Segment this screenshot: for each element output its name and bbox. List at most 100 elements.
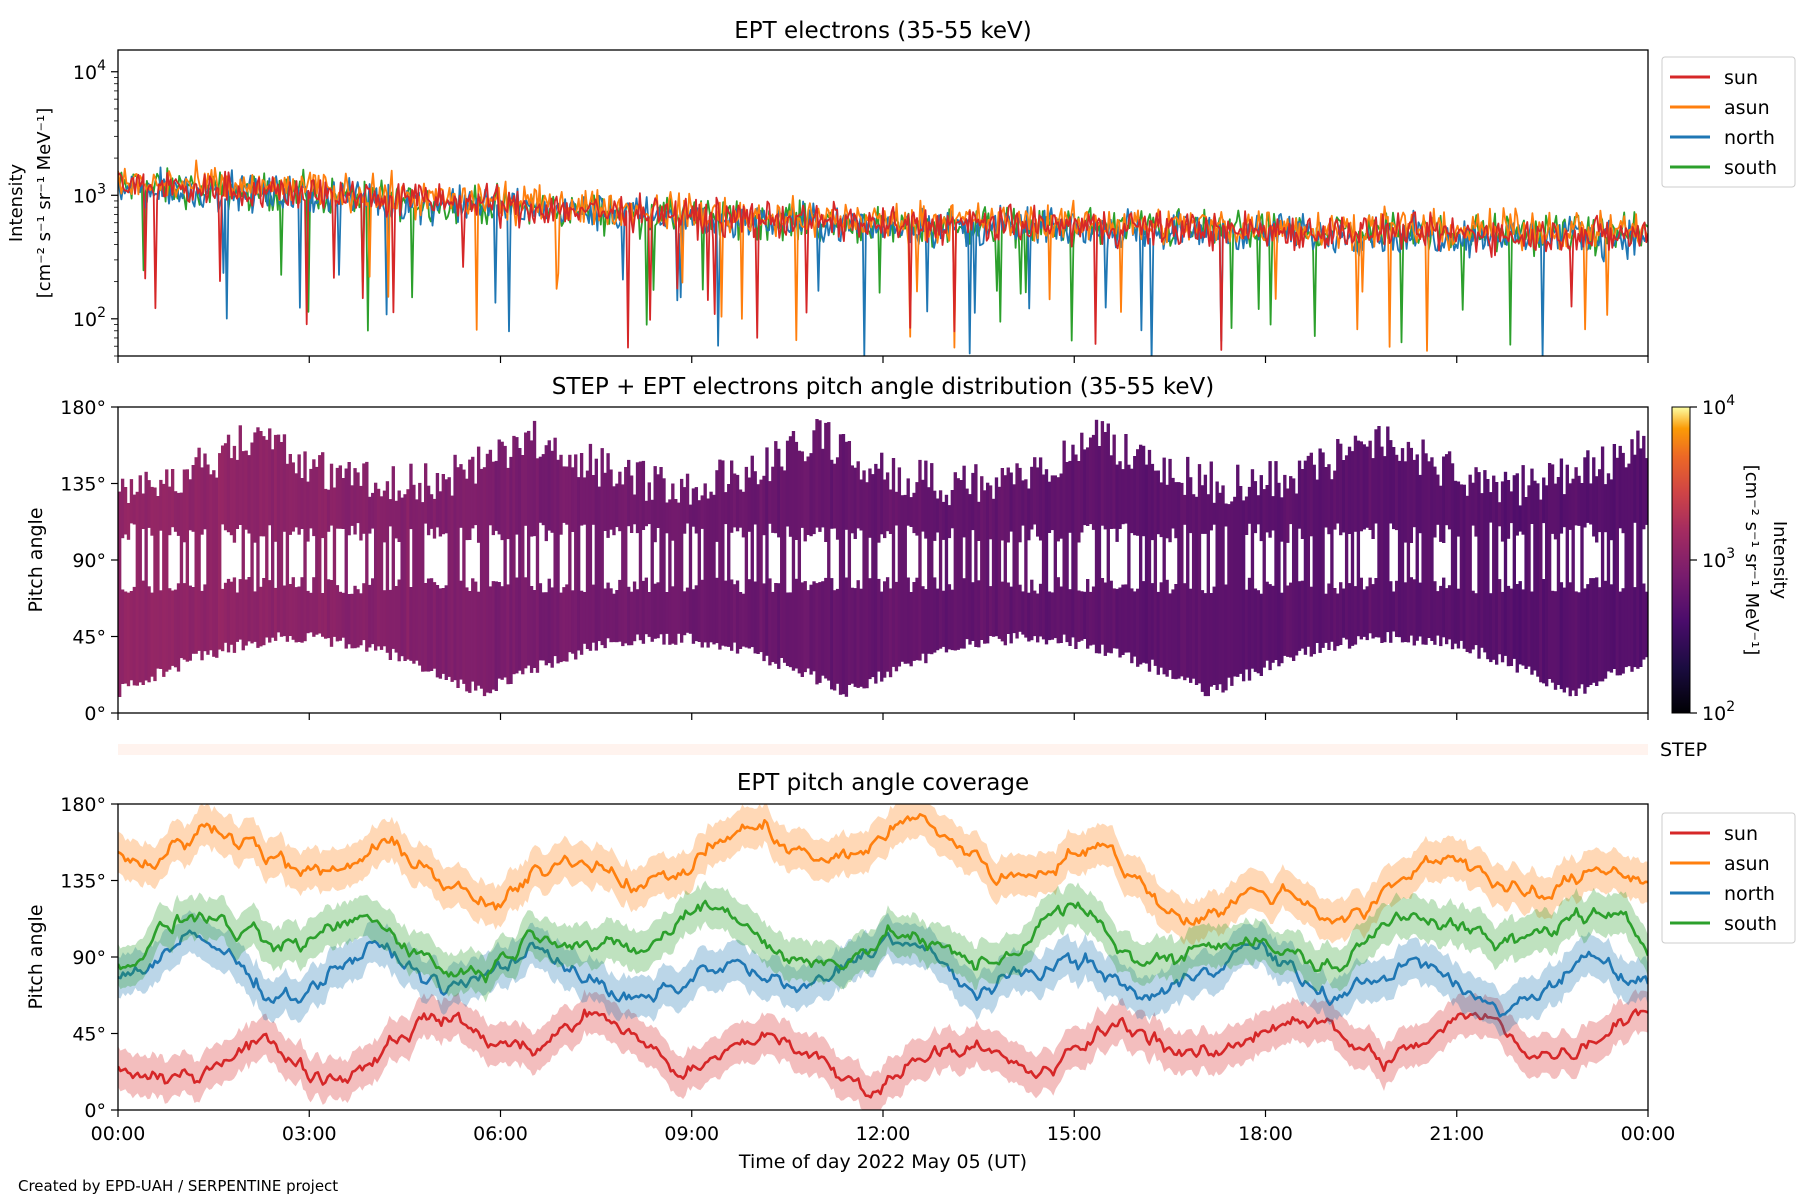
pad-heatmap-column (1545, 485, 1549, 687)
pad-heatmap-column (215, 477, 219, 658)
pad-heatmap-column (912, 582, 916, 661)
pad-heatmap-column (933, 577, 937, 653)
pad-heatmap-column (1459, 484, 1464, 641)
pad-heatmap-column (653, 583, 657, 639)
pad-heatmap-column (818, 582, 822, 683)
pad-heatmap-column (1280, 497, 1284, 542)
pad-heatmap-column (438, 491, 443, 537)
pad-heatmap-column (1642, 583, 1646, 660)
pad-heatmap-column (1595, 577, 1599, 686)
pad-heatmap-column (535, 458, 540, 673)
pad-heatmap-column (1456, 481, 1461, 537)
pad-heatmap-column (238, 425, 242, 525)
pad-heatmap-column (679, 478, 684, 643)
pad-heatmap-column (329, 580, 334, 647)
intensity-panel: EPT electrons (35-55 keV) 102 103 104 Inte… (6, 18, 1796, 363)
pad-heatmap-column (341, 478, 345, 529)
pad-heatmap-column (1071, 444, 1075, 638)
pad-heatmap-column (1015, 463, 1019, 639)
pad-heatmap-column (1159, 482, 1163, 538)
pad-heatmap-column (700, 495, 704, 529)
pad-heatmap-column (347, 594, 351, 645)
pad-heatmap-column (644, 577, 649, 635)
pad-heatmap-column (276, 434, 281, 633)
pad-heatmap-column (371, 578, 375, 645)
intensity-legend-label-asun: asun (1724, 97, 1770, 119)
pad-heatmap-column (1553, 483, 1558, 540)
pad-heatmap-column (712, 494, 716, 645)
pad-heatmap-column (1100, 421, 1105, 526)
pad-heatmap-column (1409, 577, 1414, 636)
pad-heatmap-column (191, 587, 195, 654)
pad-heatmap-column (212, 470, 216, 657)
pad-heatmap-column (1233, 496, 1237, 677)
pad-heatmap-column (1080, 432, 1084, 533)
pad-heatmap-column (182, 583, 187, 660)
pad-heatmap-column (1118, 461, 1122, 529)
pad-heatmap-column (1550, 590, 1555, 683)
pad-heatmap-column (568, 454, 572, 653)
pad-heatmap-column (397, 490, 401, 542)
pad-heatmap-column (1347, 446, 1352, 534)
pad-heatmap-column (232, 445, 237, 543)
pad-heatmap-column (1412, 459, 1416, 528)
pad-heatmap-column (1156, 470, 1160, 535)
pad-heatmap-column (753, 471, 757, 525)
pad-heatmap-column (1200, 485, 1205, 534)
pad-heatmap-column (1430, 457, 1434, 641)
pad-heatmap-column (197, 447, 201, 651)
pad-heatmap-column (1115, 588, 1119, 649)
coverage-ytick-label: 180° (60, 794, 106, 816)
pad-heatmap-column (185, 469, 190, 662)
pad-heatmap-column (247, 577, 251, 642)
pad-heatmap-column (1362, 444, 1366, 530)
intensity-panel-frame (117, 49, 1649, 357)
pad-heatmap-column (138, 475, 142, 683)
pad-heatmap-column (930, 463, 934, 655)
pad-heatmap-column (818, 420, 822, 532)
pad-heatmap-column (980, 476, 984, 640)
pad-heatmap-column (1406, 441, 1411, 643)
pad-heatmap-column (223, 443, 228, 531)
pad-heatmap-column (288, 454, 292, 535)
pad-heatmap-column (529, 440, 534, 537)
pad-heatmap-column (1574, 591, 1578, 696)
pad-heatmap-column (724, 580, 728, 647)
pad-heatmap-column (762, 583, 766, 662)
pad-heatmap-column (635, 462, 640, 534)
pad-heatmap-column (344, 468, 348, 649)
pad-heatmap-column (618, 579, 622, 642)
pad-heatmap-column (971, 582, 975, 641)
pad-heatmap-column (521, 455, 525, 675)
pad-heatmap-column (1421, 439, 1425, 645)
pad-heatmap-column (1068, 460, 1072, 533)
pad-heatmap-column (488, 586, 493, 694)
pad-heatmap-column (120, 589, 125, 684)
pad-heatmap-column (120, 478, 125, 539)
pad-heatmap-column (406, 489, 410, 660)
pad-heatmap-column (871, 474, 875, 678)
pad-heatmap-column (368, 584, 372, 648)
pad-heatmap-column (1265, 581, 1269, 661)
pad-heatmap-column (173, 589, 178, 668)
pad-heatmap-column (232, 577, 237, 653)
pad-heatmap-column (1018, 584, 1022, 632)
pad-heatmap-column (512, 435, 516, 675)
pad-heatmap-column (662, 478, 666, 645)
pad-heatmap-column (356, 472, 360, 524)
pad-heatmap-column (1027, 488, 1031, 541)
time-axis-tick-label: 00:00 (91, 1123, 146, 1145)
pad-heatmap-column (188, 479, 192, 531)
pad-heatmap-column (606, 582, 610, 639)
pad-heatmap-column (1168, 593, 1172, 671)
pad-heatmap-column (1212, 502, 1216, 525)
pad-heatmap-column (647, 482, 651, 525)
pad-heatmap-column (1580, 483, 1584, 685)
time-axis-tick-label: 15:00 (1047, 1123, 1102, 1145)
pad-heatmap (118, 419, 1648, 697)
pad-heatmap-column (338, 465, 343, 529)
coverage-panel-title: EPT pitch angle coverage (737, 770, 1029, 796)
pad-heatmap-column (579, 590, 584, 655)
pad-heatmap-column (1088, 437, 1093, 525)
pad-heatmap-column (359, 485, 363, 541)
